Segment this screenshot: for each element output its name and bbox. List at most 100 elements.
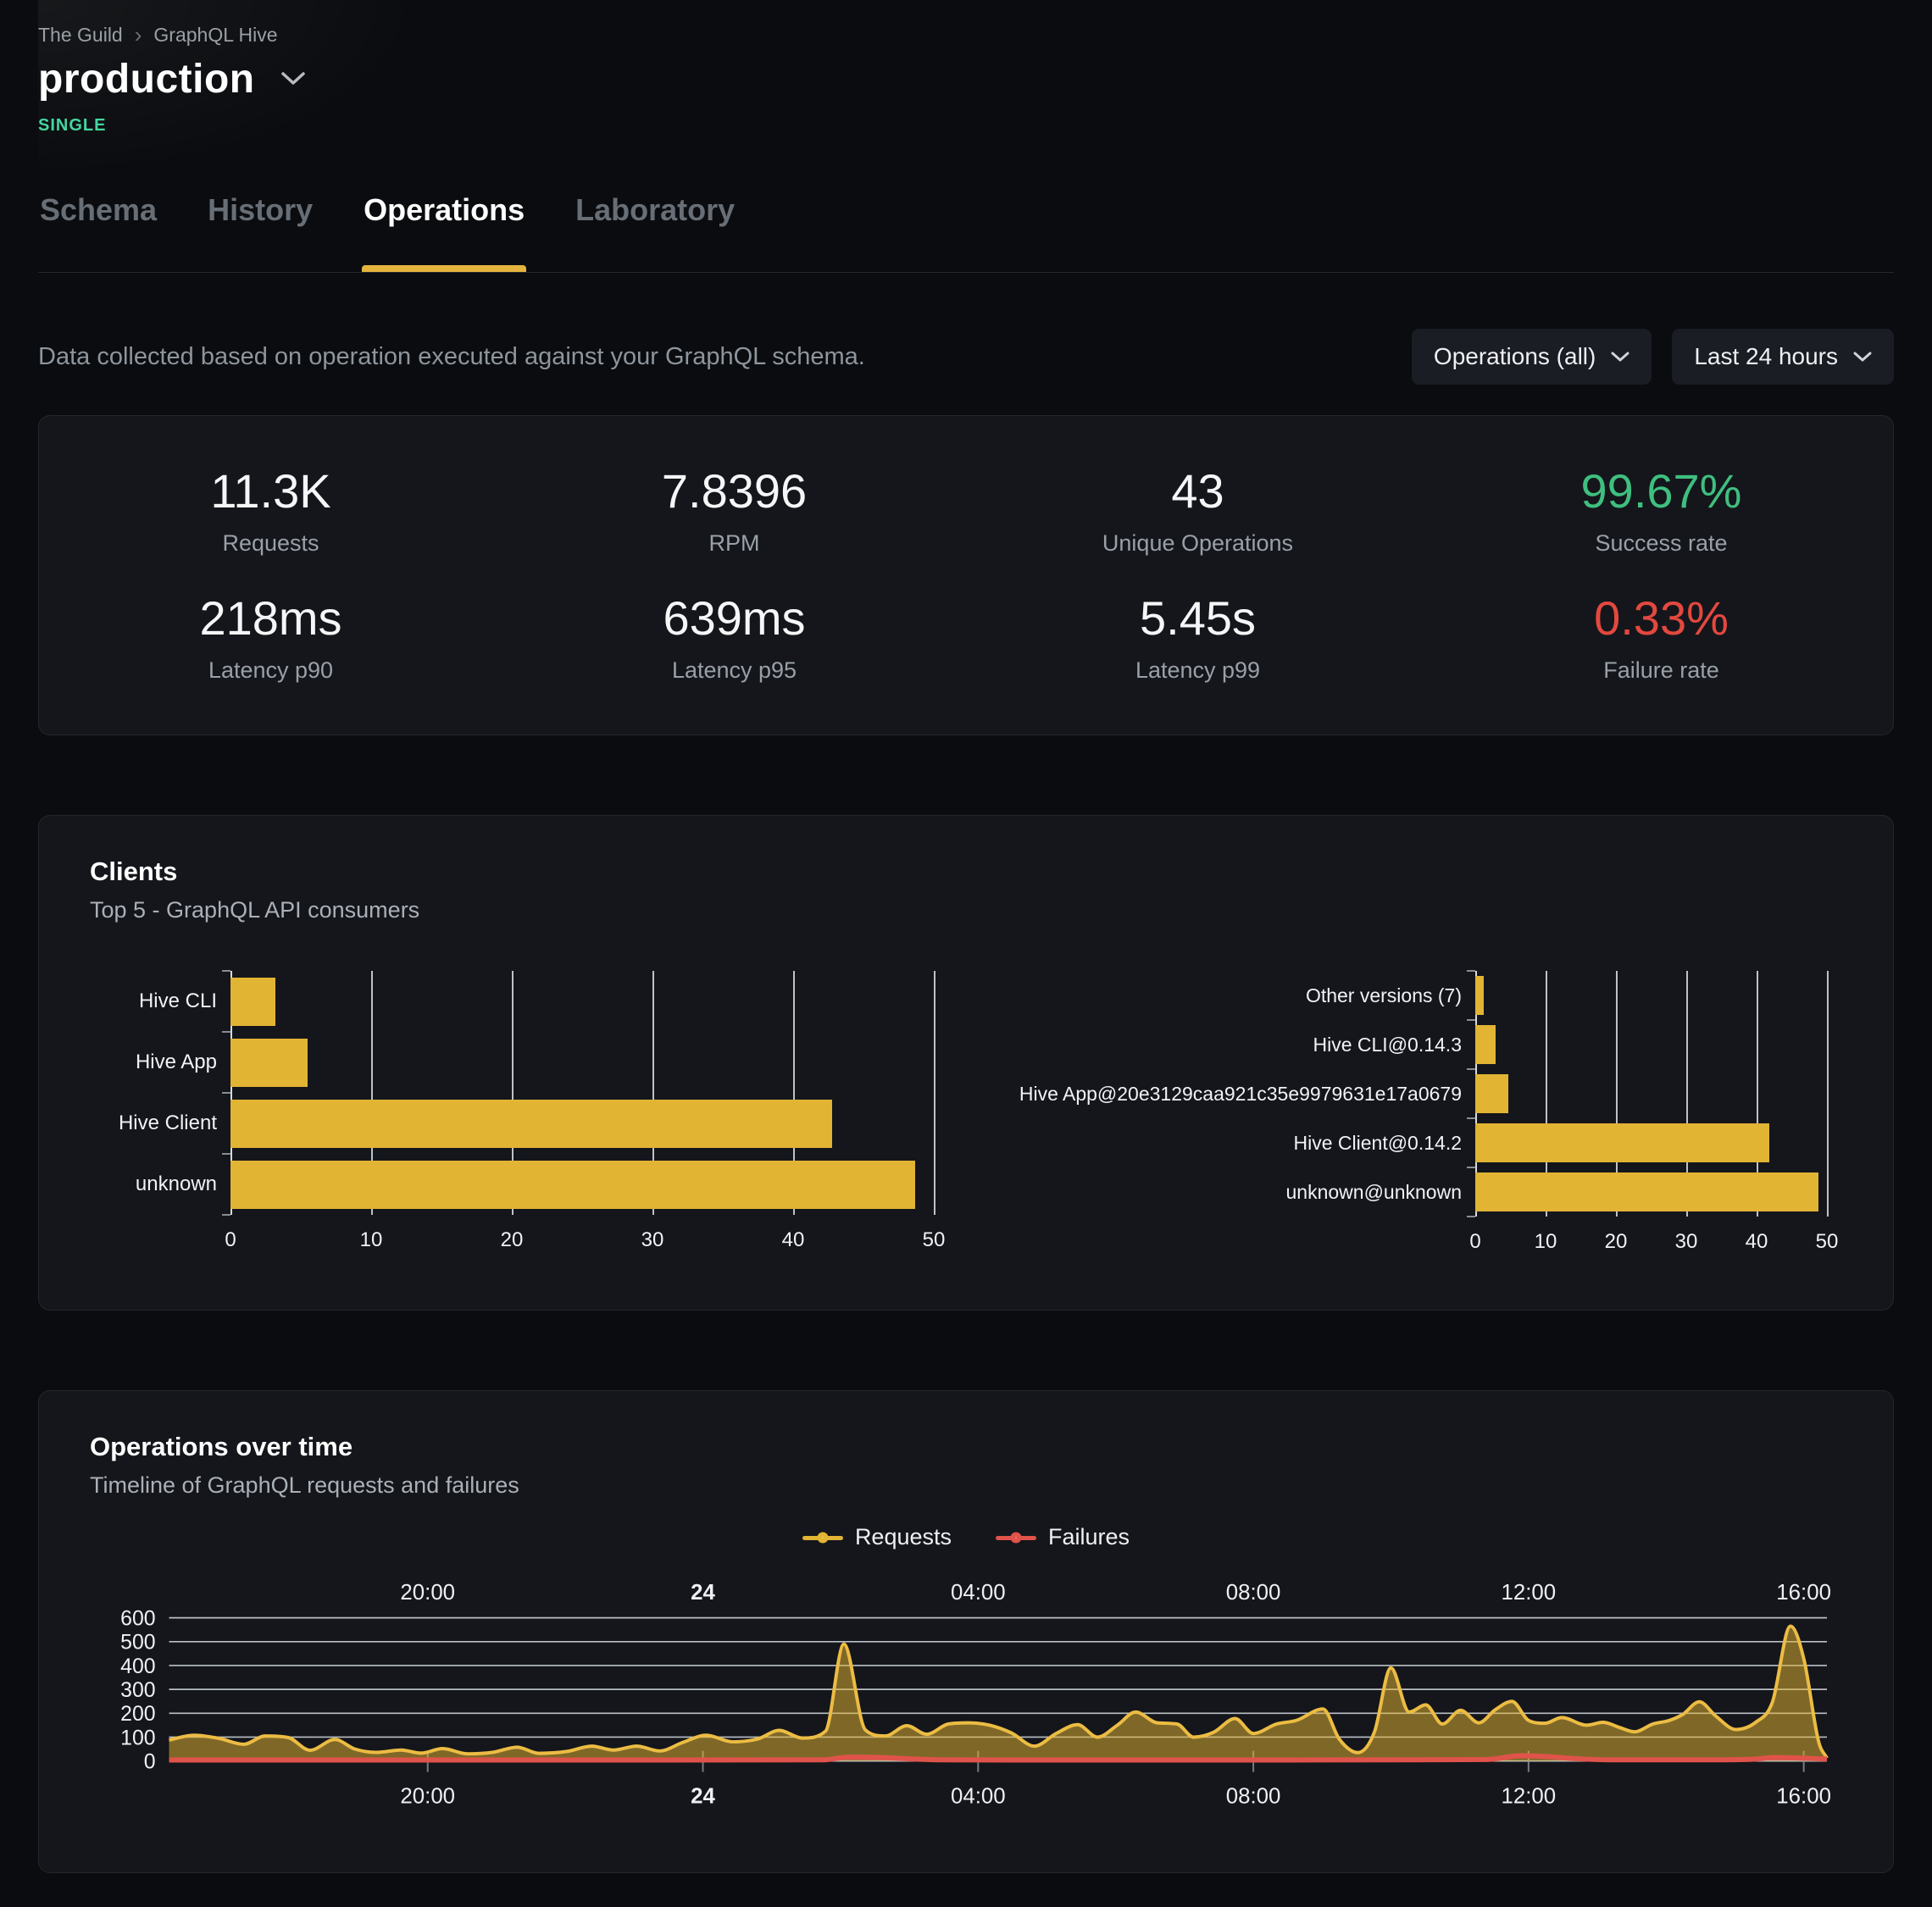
svg-text:16:00: 16:00: [1776, 1581, 1831, 1605]
svg-text:100: 100: [120, 1727, 155, 1749]
stat-latency-p95: 639ms Latency p95: [502, 590, 966, 684]
axis-tick: [222, 1214, 230, 1216]
bar: [230, 977, 276, 1026]
breadcrumb-item-graphql-hive[interactable]: GraphQL Hive: [153, 24, 278, 46]
x-tick-label: 10: [359, 1228, 383, 1251]
toolbar: Data collected based on operation execut…: [38, 329, 1894, 385]
x-axis-ticks: 0 10 20 30 40 50: [225, 1215, 945, 1254]
bar-label: Hive CLI: [138, 990, 217, 1012]
x-tick-label: 50: [1815, 1230, 1839, 1253]
axis-tick: [1467, 1068, 1475, 1070]
stat-value: 5.45s: [1140, 591, 1256, 645]
axis-tick: [1467, 1216, 1475, 1217]
page-description: Data collected based on operation execut…: [38, 342, 865, 370]
stat-value: 11.3K: [210, 464, 331, 518]
x-tick-label: 50: [922, 1228, 946, 1251]
clients-by-version-bar-chart: Other versions (7) Hive CLI@0.14.3 Hive Ap…: [983, 970, 1842, 1256]
gridline: [1546, 971, 1547, 1217]
stat-label: Latency p95: [671, 657, 797, 683]
bar-label: Hive CLI@0.14.3: [1313, 1033, 1463, 1056]
bar: [230, 1099, 833, 1148]
gridline: [512, 971, 514, 1215]
legend-marker-icon: [996, 1526, 1037, 1549]
filter-dropdown-operations-all[interactable]: Operations (all): [1411, 329, 1652, 385]
svg-text:20:00: 20:00: [400, 1581, 455, 1605]
axis-tick: [1467, 970, 1475, 972]
stat-unique-operations: 43 Unique Operations: [966, 463, 1430, 557]
x-tick-label: 30: [1674, 1230, 1698, 1253]
legend-label: Requests: [854, 1524, 952, 1549]
filter-label: Last 24 hours: [1694, 343, 1838, 369]
bar: [1475, 1123, 1769, 1162]
stats-card: 11.3K Requests 7.8396 RPM 43 Unique Operation…: [38, 415, 1894, 735]
bar-row-hive-app: Hive App: [90, 1032, 949, 1093]
stat-value: 99.67%: [1580, 464, 1742, 518]
clients-card-subtitle: Top 5 - GraphQL API consumers: [90, 897, 420, 923]
bar-plot: Other versions (7) Hive CLI@0.14.3 Hive Ap…: [983, 970, 1842, 1217]
chart-legend: Requests Failures: [90, 1524, 1842, 1550]
svg-text:12:00: 12:00: [1502, 1581, 1557, 1605]
bar: [230, 1160, 916, 1209]
tab-operations[interactable]: Operations: [362, 192, 527, 272]
stat-label: Failure rate: [1603, 657, 1719, 683]
tab-schema[interactable]: Schema: [38, 192, 158, 272]
axis-tick: [1467, 1117, 1475, 1119]
axis-tick: [1467, 1167, 1475, 1168]
breadcrumb-item-the-guild[interactable]: The Guild: [38, 24, 123, 46]
stat-label: Success rate: [1595, 530, 1728, 556]
tab-history[interactable]: History: [206, 192, 314, 272]
breadcrumb: The Guild › GraphQL Hive: [38, 0, 1894, 47]
svg-text:12:00: 12:00: [1502, 1784, 1557, 1808]
chevron-down-icon: [1853, 352, 1872, 363]
bar-row-hive-cli-0-14-3: Hive CLI@0.14.3: [983, 1020, 1842, 1069]
clients-card: Clients Top 5 - GraphQL API consumers Hi…: [38, 815, 1894, 1311]
axis-tick: [222, 970, 230, 972]
stat-failure-rate: 0.33% Failure rate: [1430, 590, 1893, 684]
stat-label: Latency p90: [208, 657, 334, 683]
project-title-row: production: [38, 52, 1894, 106]
clients-by-name-bar-chart: Hive CLI Hive App Hive Client unknown 0 10 20 3…: [90, 970, 949, 1256]
gridline: [371, 971, 373, 1215]
bar-track: [1475, 976, 1827, 1015]
x-tick-label: 0: [1469, 1230, 1481, 1253]
bar-label: Hive Client@0.14.2: [1293, 1131, 1463, 1154]
svg-text:500: 500: [120, 1632, 155, 1655]
bar-track: [1475, 1123, 1827, 1162]
x-tick-label: 40: [1745, 1230, 1768, 1253]
tab-bar: Schema History Operations Laboratory: [38, 192, 1894, 273]
project-type-badge: SINGLE: [38, 116, 107, 135]
tab-laboratory[interactable]: Laboratory: [574, 192, 736, 272]
bar-row-unknown: unknown: [90, 1154, 949, 1215]
filter-dropdown-last-24-hours[interactable]: Last 24 hours: [1672, 329, 1894, 385]
stat-requests: 11.3K Requests: [39, 463, 502, 557]
bar: [1475, 976, 1484, 1015]
operations-over-time-card: Operations over time Timeline of GraphQL…: [38, 1390, 1894, 1874]
clients-card-title: Clients: [90, 856, 178, 886]
stat-success-rate: 99.67% Success rate: [1430, 463, 1893, 557]
project-switcher-chevron-down-icon[interactable]: [280, 71, 306, 86]
gridline: [1827, 971, 1829, 1217]
legend-item-requests: Requests: [802, 1524, 952, 1550]
bar: [1475, 1025, 1496, 1064]
stat-value: 639ms: [663, 591, 806, 645]
svg-text:600: 600: [120, 1608, 155, 1631]
bar-track: [230, 1160, 934, 1209]
axis-tick: [222, 1092, 230, 1094]
bar-row-hive-client: Hive Client: [90, 1093, 949, 1154]
breadcrumb-separator: ›: [134, 22, 142, 47]
svg-text:04:00: 04:00: [951, 1784, 1006, 1808]
bar-row-hive-cli: Hive CLI: [90, 971, 949, 1032]
stat-value: 218ms: [199, 591, 342, 645]
svg-text:300: 300: [120, 1679, 155, 1702]
gridline: [652, 971, 654, 1215]
svg-text:0: 0: [144, 1751, 156, 1774]
operations-timeline-chart: 0 100 200 300 400 500 600 20:00 20:00 24 24 04:00 04…: [90, 1564, 1842, 1818]
stat-latency-p99: 5.45s Latency p99: [966, 590, 1430, 684]
legend-label: Failures: [1048, 1524, 1130, 1549]
stat-label: Unique Operations: [1102, 530, 1294, 556]
bar-row-unknown-unknown: unknown@unknown: [983, 1167, 1842, 1217]
bar-label: unknown@unknown: [1285, 1180, 1462, 1203]
filter-label: Operations (all): [1433, 343, 1596, 369]
svg-text:20:00: 20:00: [400, 1784, 455, 1808]
